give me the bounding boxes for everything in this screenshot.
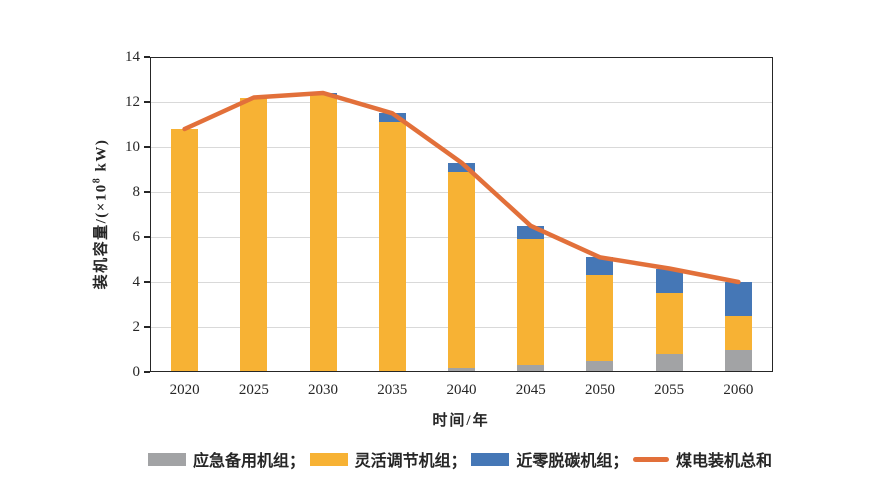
x-tick-label: 2030 [308, 382, 339, 398]
legend-line-swatch [632, 456, 669, 462]
x-tick-label: 2020 [169, 382, 200, 398]
x-tick-label: 2050 [584, 382, 615, 398]
y-tick-mark [144, 236, 150, 238]
legend-color-swatch [471, 452, 510, 466]
bar-segment [655, 354, 683, 372]
bar-segment [517, 225, 545, 240]
y-tick-label: 0 [132, 363, 141, 380]
bar-segment [448, 171, 475, 368]
x-tick-label: 2045 [515, 382, 546, 398]
y-tick-label: 8 [132, 183, 141, 200]
x-tick-label: 2025 [238, 382, 269, 398]
bar-segment [655, 293, 683, 354]
bar-segment [171, 129, 199, 372]
y-axis-title-superscript: 8 [91, 176, 103, 184]
y-tick-label: 10 [125, 138, 140, 155]
legend-label: 煤电装机总和 [675, 453, 772, 470]
y-tick-mark [144, 326, 150, 328]
y-tick-label: 14 [125, 48, 140, 65]
legend-item: 煤电装机总和 [632, 447, 772, 471]
y-tick-mark [144, 101, 150, 103]
bar-segment [586, 275, 614, 361]
x-tick-label: 2035 [377, 382, 408, 398]
legend-item: 灵活调节机组； [309, 447, 467, 471]
bar-segment [517, 365, 545, 372]
bar-segment [586, 360, 614, 372]
y-tick-label: 12 [125, 93, 140, 110]
bar-segment [517, 239, 545, 366]
legend-label: 近零脱碳机组； [516, 453, 629, 470]
y-tick-mark [144, 191, 150, 193]
bar-segment [586, 257, 614, 276]
y-tick-label: 2 [132, 318, 141, 335]
legend-label: 灵活调节机组； [354, 453, 467, 470]
bar-segment [240, 97, 268, 372]
legend-color-swatch [309, 452, 348, 466]
x-tick-label: 2060 [723, 382, 754, 398]
y-tick-label: 6 [132, 228, 141, 245]
y-tick-label: 4 [132, 273, 141, 290]
y-tick-mark [144, 371, 150, 373]
y-axis-title: 装机容量/(×108 kW) [90, 139, 111, 290]
bar-segment [724, 315, 752, 350]
bar-segment [655, 268, 683, 294]
legend-label: 应急备用机组； [193, 453, 306, 470]
legend: 应急备用机组； 灵活调节机组； 近零脱碳机组； 煤电装机总和 [148, 447, 772, 471]
bar-segment [448, 367, 475, 372]
bar-segment [724, 349, 752, 372]
x-tick-label: 2040 [446, 382, 477, 398]
y-tick-mark [144, 146, 150, 148]
bar-segment [448, 162, 475, 172]
bar-segment [378, 122, 406, 372]
plot-area [150, 57, 773, 372]
bar-segment [309, 95, 337, 372]
bar-segment [378, 113, 406, 123]
bar-segment [309, 93, 337, 96]
x-axis-title: 时间/年 [432, 413, 490, 429]
x-tick-label: 2055 [654, 382, 685, 398]
legend-item: 近零脱碳机组； [471, 447, 628, 471]
y-tick-mark [144, 281, 150, 283]
y-tick-mark [144, 56, 150, 58]
legend-color-swatch [148, 452, 186, 466]
bar-segment [724, 282, 752, 316]
legend-item: 应急备用机组； [148, 447, 305, 471]
